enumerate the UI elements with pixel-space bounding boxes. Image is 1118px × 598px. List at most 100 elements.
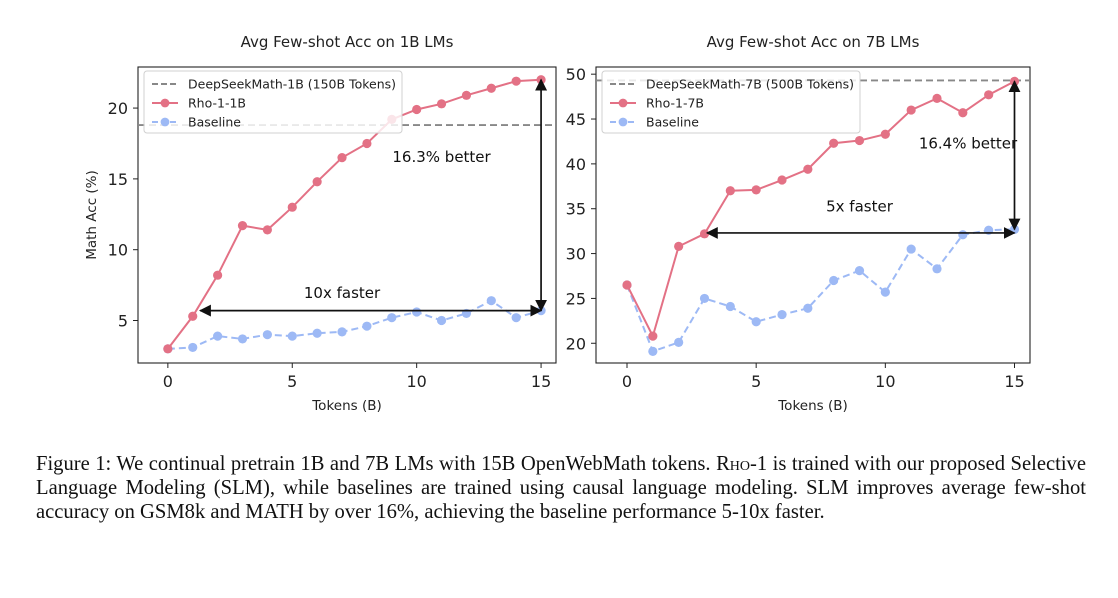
y-tick-label: 30 — [566, 245, 586, 264]
figure-charts: Avg Few-shot Acc on 1B LMs 0 5 10 15 5 10 15 20 T… — [84, 33, 1031, 414]
legend-swatch-marker — [618, 117, 628, 127]
y-axis-label: Math Acc (%) — [84, 170, 100, 260]
series-point — [387, 313, 397, 323]
series-point — [237, 221, 248, 231]
legend-label: DeepSeekMath-7B (500B Tokens) — [646, 77, 854, 92]
series-point — [262, 330, 272, 340]
series-point — [751, 317, 761, 327]
series-point — [751, 185, 761, 195]
series-point — [932, 264, 942, 274]
series-point — [188, 311, 198, 321]
x-tick-label: 0 — [163, 372, 173, 391]
series-point — [511, 76, 521, 86]
y-tick-label: 25 — [566, 289, 586, 308]
series-point — [725, 301, 735, 312]
y-tick-label: 15 — [108, 170, 128, 189]
series-point — [777, 175, 787, 185]
charts-svg: Avg Few-shot Acc on 1B LMs 0 5 10 15 5 10 15 20 T… — [84, 33, 1031, 414]
series-point — [958, 230, 968, 240]
series-point — [803, 164, 813, 174]
series-point — [880, 129, 890, 139]
annotation-label: 10x faster — [304, 284, 381, 302]
legend: DeepSeekMath-7B (500B Tokens) Rho-1-7B Bas… — [601, 70, 861, 134]
annotation-label: 5x faster — [826, 197, 894, 215]
y-tick-label: 10 — [108, 241, 128, 260]
x-tick-label: 10 — [875, 372, 895, 391]
chart-title: Avg Few-shot Acc on 1B LMs — [241, 33, 454, 51]
series-line-baseline — [626, 228, 1015, 353]
series-point — [486, 296, 496, 306]
series-point — [213, 331, 223, 341]
x-tick-label: 5 — [751, 372, 761, 391]
chart-2: Avg Few-shot Acc on 7B LMs 0 5 10 15 20 25 30 35… — [566, 33, 1031, 414]
series-point — [648, 331, 658, 341]
series-point — [188, 342, 198, 353]
legend-swatch-marker — [618, 98, 628, 108]
plot-frame — [137, 66, 557, 364]
series-point — [287, 331, 297, 341]
series-point — [803, 303, 813, 313]
x-axis-label: Tokens (B) — [777, 398, 848, 414]
legend-label: Rho-1-7B — [646, 96, 704, 111]
series-point — [725, 186, 735, 196]
y-tick-label: 35 — [566, 200, 586, 219]
caption-label: Figure 1: — [36, 453, 112, 475]
y-tick-label: 20 — [566, 334, 586, 353]
legend-swatch-marker — [160, 117, 170, 127]
series-point — [262, 225, 272, 235]
series-point — [674, 241, 684, 251]
chart-title: Avg Few-shot Acc on 7B LMs — [707, 33, 920, 51]
series-point — [699, 229, 710, 239]
series-line-rho-1-7b — [626, 80, 1015, 339]
series-line-baseline — [167, 299, 542, 350]
series-point — [777, 309, 787, 320]
series-point — [436, 99, 447, 109]
x-tick-label: 10 — [406, 372, 426, 391]
series-point — [412, 307, 422, 317]
x-tick-label: 5 — [287, 372, 297, 391]
series-point — [312, 177, 322, 187]
x-tick-label: 15 — [1004, 372, 1024, 391]
y-tick-label: 20 — [108, 99, 128, 118]
series-point — [237, 334, 248, 344]
caption-text-2: is trained with our proposed Selective L… — [36, 453, 1086, 523]
y-tick-label: 50 — [566, 65, 586, 84]
series-point — [932, 93, 942, 103]
series-point — [511, 313, 521, 323]
legend-box — [143, 70, 403, 134]
series-point — [699, 293, 710, 304]
series-point — [829, 275, 839, 286]
y-tick-label: 5 — [118, 312, 128, 331]
caption-text-1: We continual pretrain 1B and 7B LMs with… — [116, 453, 711, 475]
y-tick-label: 40 — [566, 155, 586, 174]
series-point — [312, 328, 322, 338]
annotation-label: 16.4% better — [919, 135, 1018, 153]
legend: DeepSeekMath-1B (150B Tokens) Rho-1-1B Bas… — [143, 70, 403, 134]
series-point — [906, 244, 916, 254]
legend-label: Baseline — [188, 115, 241, 130]
y-tick-label: 45 — [566, 110, 586, 129]
legend-swatch-marker — [160, 98, 170, 108]
legend-label: DeepSeekMath-1B (150B Tokens) — [188, 77, 396, 92]
series-point — [362, 138, 372, 149]
series-point — [984, 90, 994, 100]
chart-1: Avg Few-shot Acc on 1B LMs 0 5 10 15 5 10 15 20 T… — [84, 33, 557, 414]
series-point — [412, 104, 422, 115]
series-point — [362, 321, 372, 331]
series-line-rho-1-1b — [167, 78, 542, 350]
series-point — [854, 266, 865, 276]
x-axis-label: Tokens (B) — [311, 398, 382, 414]
series-point — [287, 202, 297, 212]
legend-label: Baseline — [646, 115, 699, 130]
annotation-label: 16.3% better — [392, 148, 491, 166]
plot-frame — [595, 66, 1031, 364]
series-point — [213, 270, 223, 280]
series-point — [854, 135, 865, 146]
series-point — [829, 138, 839, 148]
figure-caption: Figure 1: We continual pretrain 1B and 7… — [36, 452, 1086, 524]
series-point — [486, 83, 496, 93]
series-point — [436, 315, 447, 326]
series-point — [648, 346, 658, 356]
series-point — [622, 280, 632, 290]
series-point — [958, 108, 968, 118]
